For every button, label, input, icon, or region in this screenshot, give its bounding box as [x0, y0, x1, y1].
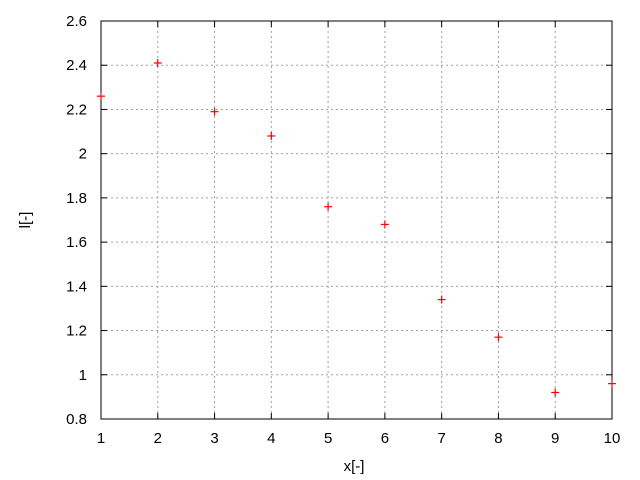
plot-frame: [100, 20, 613, 420]
tick-labels: 1 2 3 4 5 6 7 8 9 10 0.8 1 1.2 1.4 1.6 1.8 2 2.2 2.4 2.6: [66, 13, 620, 447]
x-tick-label: 5: [324, 430, 332, 447]
x-tick-label: 1: [97, 430, 105, 447]
x-tick-label: 9: [551, 430, 559, 447]
x-tick-label: 8: [494, 430, 502, 447]
data-point: [324, 202, 333, 211]
data-point: [551, 388, 560, 397]
y-tick-label: 1: [79, 367, 87, 384]
data-point: [210, 107, 219, 116]
x-tick-label: 7: [437, 430, 445, 447]
data-point: [437, 295, 446, 304]
x-tick-label: 4: [267, 430, 275, 447]
x-axis-label: x[-]: [344, 458, 365, 475]
y-tick-label: 2.2: [66, 101, 87, 118]
y-tick-label: 1.6: [66, 234, 87, 251]
data-point: [97, 92, 105, 101]
data-point: [494, 333, 503, 342]
y-tick-label: 0.8: [66, 411, 87, 428]
grid: [100, 20, 613, 420]
data-point: [153, 59, 162, 68]
y-tick-label: 1.4: [66, 278, 87, 295]
x-tick-label: 10: [604, 430, 621, 447]
y-tick-label: 1.8: [66, 190, 87, 207]
y-tick-label: 2.6: [66, 13, 87, 30]
y-tick-label: 2: [79, 146, 87, 163]
data-point: [267, 131, 276, 140]
y-tick-label: 1.2: [66, 323, 87, 340]
x-tick-label: 6: [381, 430, 389, 447]
y-axis-label: l[-]: [17, 212, 34, 229]
data-point: [608, 379, 616, 388]
data-points: [97, 59, 616, 397]
x-tick-label: 3: [210, 430, 218, 447]
data-point: [380, 220, 389, 229]
x-tick-label: 2: [154, 430, 162, 447]
y-tick-label: 2.4: [66, 57, 87, 74]
